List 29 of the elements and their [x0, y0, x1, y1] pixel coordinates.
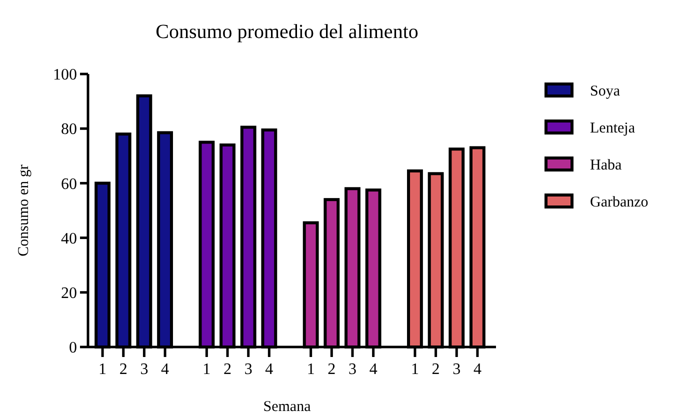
- y-axis-title: Consumo en gr: [16, 164, 32, 256]
- y-tick-label: 20: [61, 285, 77, 302]
- x-tick-label: 2: [432, 361, 440, 378]
- x-tick-label: 2: [119, 361, 128, 378]
- x-tick-label: 3: [140, 361, 148, 378]
- x-tick-label: 2: [224, 361, 232, 378]
- y-tick-label: 80: [61, 121, 77, 138]
- legend-label: Haba: [590, 157, 622, 174]
- legend-label: Soya: [590, 83, 620, 100]
- x-tick-label: 1: [306, 361, 315, 378]
- x-tick-label: 4: [265, 361, 274, 378]
- y-tick-label: 100: [53, 66, 77, 84]
- legend-label: Garbanzo: [590, 194, 648, 210]
- x-tick-label: 4: [161, 361, 170, 378]
- y-tick-label: 60: [61, 176, 77, 193]
- x-tick-label: 3: [452, 361, 461, 378]
- y-tick-label: 40: [61, 230, 77, 248]
- x-tick-label: 3: [244, 361, 252, 378]
- legend-label: Lenteja: [590, 120, 636, 136]
- x-axis-title: Semana: [263, 399, 312, 415]
- x-tick-label: 1: [410, 361, 419, 378]
- y-tick-label: 0: [69, 340, 77, 357]
- x-tick-label: 2: [328, 361, 336, 378]
- x-tick-label: 4: [369, 361, 378, 378]
- x-tick-label: 1: [98, 361, 107, 378]
- chart-title: Consumo promedio del alimento: [156, 21, 418, 43]
- x-tick-label: 4: [473, 361, 482, 378]
- x-tick-label: 1: [202, 361, 211, 378]
- x-tick-label: 3: [348, 361, 356, 378]
